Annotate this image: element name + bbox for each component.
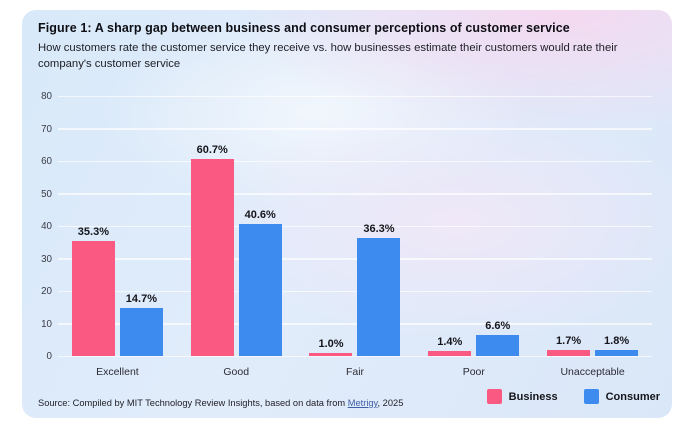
bar-value-label: 6.6% (485, 319, 511, 332)
plot-area: 35.3% 14.7% 60.7% 40.6% 1.0% 36.3% 1.4% 6.6% 1.7… (58, 95, 652, 357)
gridline (58, 355, 652, 357)
y-axis-tick-label: 40 (41, 221, 52, 232)
bar-value-label: 1.4% (437, 336, 463, 349)
bar-value-label: 40.6% (244, 209, 276, 222)
y-axis-tick-label: 50 (41, 188, 52, 200)
gridline (58, 290, 652, 292)
x-axis-label-poor: Poor (462, 366, 485, 378)
figure-card: Figure 1: A sharp gap between business a… (22, 10, 672, 418)
bar-group-poor: 1.4% 6.6% (414, 96, 533, 356)
source-link[interactable]: Metrigy (347, 398, 378, 408)
bar-consumer-fair (357, 238, 401, 356)
barwrap-business-fair: 1.0% (309, 338, 353, 356)
source-note: Source: Compiled by MIT Technology Revie… (38, 398, 403, 408)
barwrap-business-excellent: 35.3% (71, 226, 115, 356)
bar-business-unacceptable (547, 350, 591, 356)
barwrap-business-poor: 1.4% (428, 336, 472, 356)
bar-group-excellent: 35.3% 14.7% (58, 96, 177, 356)
gridline (58, 225, 652, 227)
gridline (58, 95, 652, 97)
bar-value-label: 36.3% (363, 223, 395, 236)
barwrap-business-unacceptable: 1.7% (547, 335, 591, 356)
bar-consumer-unacceptable (595, 350, 639, 356)
y-axis-tick-label: 80 (41, 91, 52, 102)
legend-item-consumer: Consumer (583, 389, 660, 404)
gridline (58, 160, 652, 162)
barwrap-consumer-excellent: 14.7% (119, 293, 163, 356)
y-axis-tick-label: 30 (41, 253, 52, 265)
y-axis-tick-label: 10 (41, 318, 52, 330)
bar-value-label: 60.7% (196, 143, 228, 156)
legend: Business Consumer (486, 389, 660, 404)
barwrap-consumer-fair: 36.3% (357, 223, 401, 356)
figure-subtitle: How customers rate the customer service … (38, 42, 618, 70)
gridline (58, 323, 652, 325)
legend-label: Business (508, 390, 558, 403)
bar-consumer-excellent (119, 308, 163, 356)
y-axis-tick-label: 60 (41, 156, 52, 167)
barwrap-business-good: 60.7% (190, 144, 234, 356)
barwrap-consumer-unacceptable: 1.8% (595, 335, 639, 356)
bar-business-fair (309, 352, 353, 356)
gridline (58, 258, 652, 260)
x-axis-label-good: Good (223, 366, 250, 378)
bar-group-unacceptable: 1.7% 1.8% (533, 96, 652, 356)
x-axis-label-fair: Fair (345, 366, 365, 378)
source-text-suffix: , 2025 (377, 398, 404, 408)
bar-value-label: 35.3% (77, 226, 109, 239)
y-axis-tick-label: 20 (41, 286, 52, 297)
source-text-prefix: Source: Compiled by MIT Technology Revie… (38, 398, 348, 408)
gridline (58, 193, 652, 195)
bar-consumer-good (238, 224, 282, 356)
gridline (58, 128, 652, 130)
bar-group-good: 60.7% 40.6% (177, 96, 296, 356)
bar-value-label: 1.8% (604, 335, 630, 348)
y-axis-tick-label: 0 (46, 351, 52, 362)
bar-value-label: 14.7% (125, 293, 157, 306)
y-axis-tick-label: 70 (41, 123, 52, 135)
bar-business-good (190, 158, 234, 356)
bar-consumer-poor (476, 334, 520, 356)
bar-value-label: 1.0% (318, 337, 344, 350)
bar-business-excellent (71, 241, 115, 356)
legend-item-business: Business (486, 389, 558, 404)
bar-business-poor (428, 351, 472, 356)
figure-title: Figure 1: A sharp gap between business a… (38, 21, 570, 35)
bar-group-fair: 1.0% 36.3% (296, 96, 415, 356)
x-axis-label-unacceptable: Unacceptable (560, 366, 625, 378)
barwrap-consumer-good: 40.6% (238, 209, 282, 356)
bar-value-label: 1.7% (556, 335, 582, 348)
x-axis-label-excellent: Excellent (96, 366, 139, 378)
legend-swatch-business (486, 389, 502, 404)
legend-label: Consumer (605, 390, 660, 403)
legend-swatch-consumer (583, 389, 599, 404)
barwrap-consumer-poor: 6.6% (476, 320, 520, 356)
